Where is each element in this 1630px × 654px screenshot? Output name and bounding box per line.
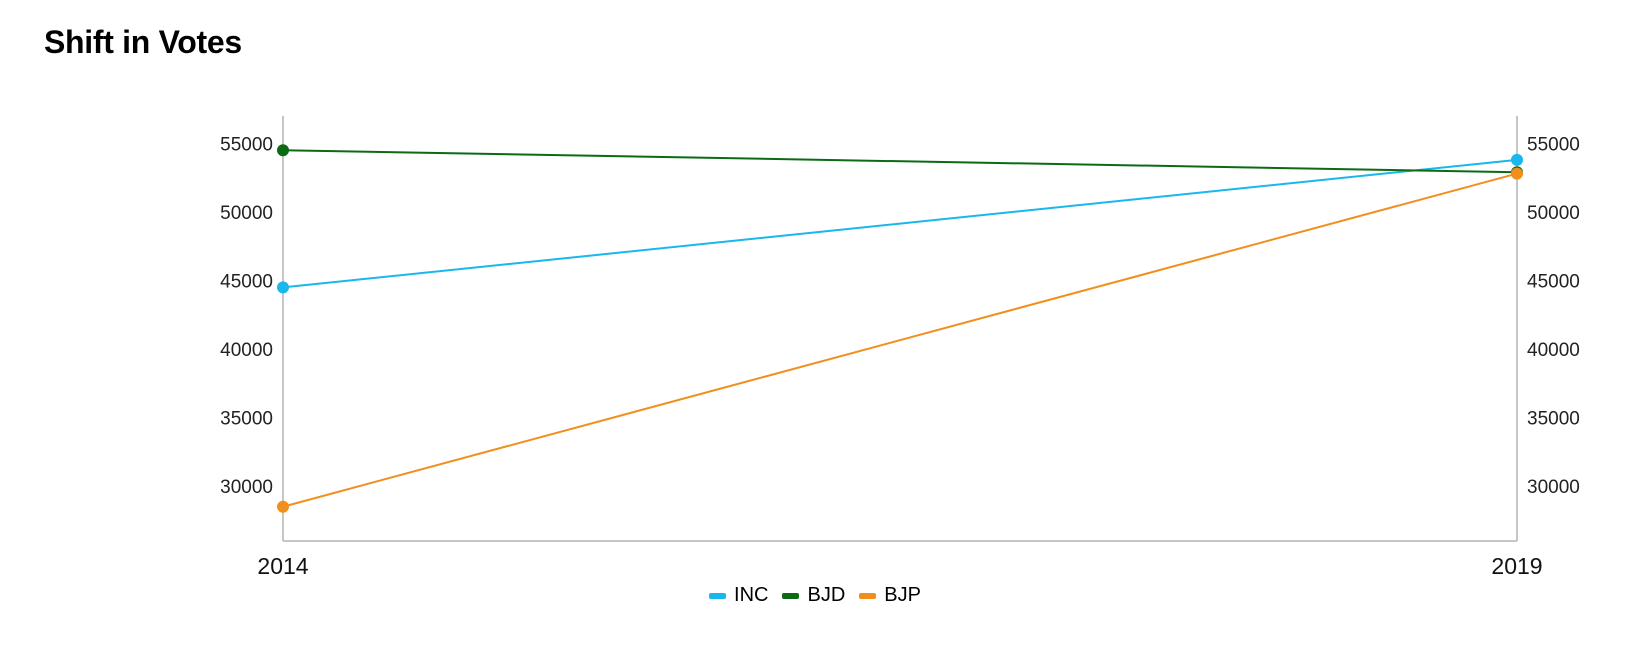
- tick-labels: 30000 30000 35000 35000 40000 40000 45000 45000…: [220, 134, 1580, 579]
- legend-item-bjd: BJD: [782, 584, 845, 607]
- left-y-tick-label: 45000: [220, 272, 273, 293]
- legend-label-bjd: BJD: [807, 584, 846, 606]
- right-y-tick-label: 45000: [1527, 272, 1580, 293]
- series-line-bjd: [282, 149, 1518, 174]
- legend: INC BJD BJP: [0, 584, 1630, 607]
- data-point-bjp: [277, 500, 289, 513]
- axes: [282, 116, 1518, 542]
- legend-swatch-bjd: [782, 592, 800, 599]
- legend-item-bjp: BJP: [859, 584, 921, 607]
- left-y-tick-label: 40000: [220, 340, 273, 361]
- right-y-tick-label: 35000: [1527, 409, 1580, 430]
- chart-title: Shift in Votes: [44, 24, 242, 60]
- right-y-tick-label: 55000: [1527, 134, 1580, 155]
- left-y-tick-label: 50000: [220, 203, 273, 224]
- legend-swatch-bjp: [859, 592, 877, 599]
- data-point-bjd: [277, 144, 289, 157]
- legend-label-bjp: BJP: [884, 584, 921, 606]
- right-y-tick-label: 30000: [1527, 477, 1580, 498]
- left-y-tick-label: 30000: [220, 477, 273, 498]
- right-y-tick-label: 50000: [1527, 203, 1580, 224]
- data-point-bjp: [1511, 167, 1523, 180]
- x-tick-label: 2019: [1491, 553, 1542, 579]
- right-y-tick-label: 40000: [1527, 340, 1580, 361]
- series-line-inc: [282, 158, 1518, 289]
- legend-label-inc: INC: [734, 584, 769, 606]
- legend-item-inc: INC: [709, 584, 768, 607]
- data-point-inc: [1511, 153, 1523, 166]
- legend-swatch-inc: [709, 592, 727, 599]
- left-y-tick-label: 35000: [220, 409, 273, 430]
- series-layer: [277, 144, 1523, 513]
- data-point-inc: [277, 281, 289, 294]
- series-line-bjp: [282, 172, 1518, 508]
- line-chart: 30000 30000 35000 35000 40000 40000 45000 45000…: [220, 116, 1580, 579]
- x-tick-label: 2014: [257, 553, 308, 579]
- left-y-tick-label: 55000: [220, 134, 273, 155]
